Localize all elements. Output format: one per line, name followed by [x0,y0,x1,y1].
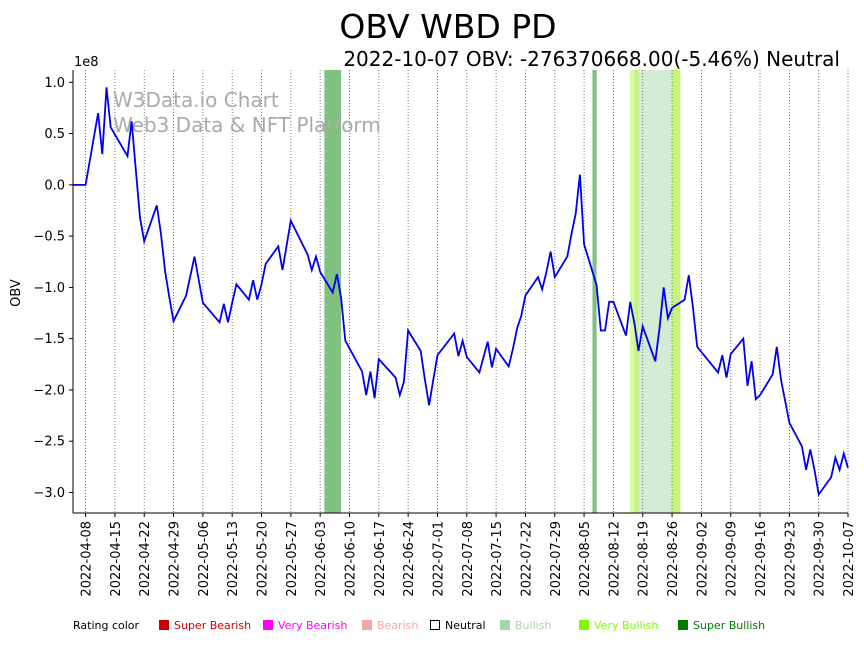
rating-band [630,70,635,513]
legend-label: Very Bearish [278,619,347,632]
legend-label: Neutral [445,619,486,632]
y-tick-label: 1.0 [44,76,65,91]
legend-label: Super Bearish [174,619,251,632]
x-tick-label: 2022-09-23 [783,521,798,597]
x-tick-label: 2022-04-22 [138,521,153,597]
legend-label: Bearish [377,619,418,632]
rating-band [638,70,673,513]
x-tick-label: 2022-06-24 [402,521,417,597]
x-tick-label: 2022-07-29 [549,521,564,597]
legend-swatch [500,620,510,630]
y-tick-label: 0.0 [44,178,65,193]
chart-title: OBV WBD PD [339,7,556,46]
y-multiplier-label: 1e8 [74,55,99,70]
y-tick-label: −0.5 [33,230,65,245]
x-tick-label: 2022-05-27 [285,521,300,597]
rating-legend: Rating color Super Bearish Very Bearish Bea… [73,619,765,632]
legend-swatch [678,620,688,630]
x-tick-label: 2022-06-10 [343,521,358,597]
y-tick-label: −2.5 [33,435,65,450]
x-tick-label: 2022-09-02 [695,521,710,597]
x-tick-label: 2022-04-15 [109,521,124,597]
y-tick-label: 0.5 [44,127,65,142]
x-tick-label: 2022-08-26 [666,521,681,597]
y-tick-label: −3.0 [33,486,65,501]
x-tick-label: 2022-09-09 [725,521,740,597]
x-tick-label: 2022-08-05 [578,521,593,597]
watermark-line: Web3 Data & NFT Platform [113,113,381,137]
x-tick-label: 2022-10-07 [842,521,857,597]
legend-title: Rating color [73,619,140,632]
legend-swatch [159,620,169,630]
x-tick-label: 2022-08-19 [637,521,652,597]
legend-label: Super Bullish [693,619,765,632]
legend-swatch [579,620,589,630]
x-tick-label: 2022-05-20 [256,521,271,597]
x-tick-label: 2022-06-03 [314,521,329,597]
watermark-line: W3Data.io Chart [113,88,279,112]
y-tick-label: −1.0 [33,281,65,296]
legend-swatch [430,620,440,630]
x-tick-label: 2022-04-08 [80,521,95,597]
x-tick-label: 2022-09-16 [754,521,769,597]
rating-band [672,70,681,513]
y-axis-label: OBV [9,279,24,307]
legend-swatch [263,620,273,630]
y-tick-label: −1.5 [33,332,65,347]
rating-bands [324,70,681,513]
chart-axes [72,70,848,514]
x-axis-ticks: 2022-04-08 2022-04-15 2022-04-22 2022-04-29… [80,513,857,597]
rating-band [592,70,597,513]
x-tick-label: 2022-07-22 [519,521,534,597]
x-tick-label: 2022-09-30 [813,521,828,597]
obv-series-line [73,87,849,497]
x-tick-label: 2022-05-06 [197,521,212,597]
x-tick-label: 2022-06-17 [373,521,388,597]
y-axis-ticks: 1.0 0.5 0.0 −0.5 −1.0 −1.5 −2.0 −2.5 −3.0 [33,76,73,501]
x-tick-label: 2022-05-13 [226,521,241,597]
chart-subtitle: 2022-10-07 OBV: -276370668.00(-5.46%) Ne… [343,47,840,71]
y-tick-label: −2.0 [33,383,65,398]
x-tick-label: 2022-08-12 [607,521,622,597]
x-tick-label: 2022-07-01 [431,521,446,597]
x-tick-label: 2022-07-08 [461,521,476,597]
legend-label: Very Bullish [594,619,658,632]
legend-label: Bullish [515,619,551,632]
x-tick-label: 2022-07-15 [490,521,505,597]
x-tick-label: 2022-04-29 [168,521,183,597]
legend-swatch [362,620,372,630]
vertical-gridlines [85,70,849,513]
rating-band [634,70,639,513]
